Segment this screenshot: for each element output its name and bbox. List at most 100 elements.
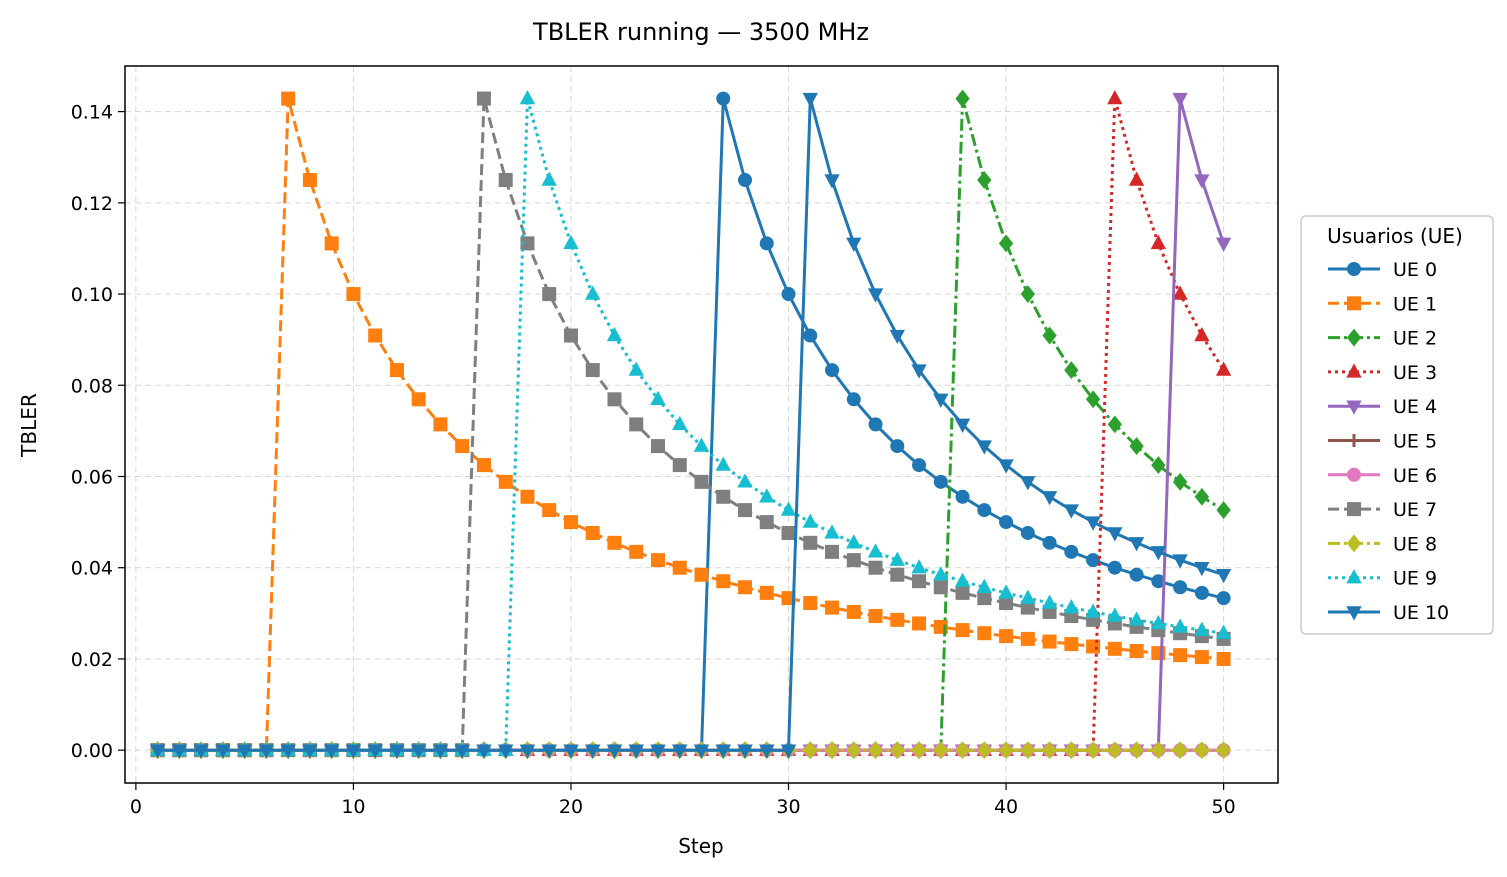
data-point xyxy=(955,585,970,600)
data-point xyxy=(1194,650,1209,665)
data-point xyxy=(1042,634,1057,649)
data-point xyxy=(1129,741,1144,760)
data-point xyxy=(1107,560,1122,575)
legend-item: UE 2 xyxy=(1328,328,1437,350)
data-point xyxy=(781,287,796,302)
data-point xyxy=(976,578,992,593)
data-point xyxy=(824,741,840,760)
data-point xyxy=(738,173,753,188)
data-point xyxy=(629,544,644,559)
data-point xyxy=(1128,537,1145,552)
series-line xyxy=(157,98,1225,752)
data-point xyxy=(933,566,949,581)
data-point xyxy=(1020,631,1035,646)
series-ue-4 xyxy=(149,92,1232,759)
data-point xyxy=(780,744,797,759)
legend-swatch-marker xyxy=(1346,363,1362,378)
data-point xyxy=(1042,535,1057,550)
data-point xyxy=(933,474,948,489)
data-point xyxy=(824,524,840,539)
legend-box xyxy=(1300,215,1494,635)
data-point xyxy=(1107,741,1122,760)
data-point xyxy=(824,174,840,189)
data-point xyxy=(716,574,731,589)
legend-item: UE 9 xyxy=(1328,568,1437,590)
data-point xyxy=(693,437,710,452)
data-point xyxy=(954,418,971,433)
data-point xyxy=(780,501,797,516)
data-point xyxy=(455,439,470,454)
series-ue-10 xyxy=(149,92,1232,759)
data-point xyxy=(542,287,557,302)
data-point xyxy=(715,744,731,759)
data-point xyxy=(737,744,753,759)
x-axis-label: Step xyxy=(678,834,724,858)
data-point xyxy=(498,474,513,489)
y-tick-label: 0.12 xyxy=(71,193,113,215)
data-point xyxy=(977,171,992,189)
data-point xyxy=(868,417,883,432)
data-point xyxy=(1086,553,1101,568)
data-point xyxy=(1173,580,1188,595)
legend-label: UE 8 xyxy=(1393,533,1437,555)
legend-swatch-marker xyxy=(1347,434,1361,447)
y-tick-label: 0.08 xyxy=(71,375,113,397)
data-point xyxy=(803,741,818,760)
series-line xyxy=(157,98,1224,752)
data-point xyxy=(1194,326,1210,342)
data-point xyxy=(1129,437,1144,456)
data-point xyxy=(694,567,709,582)
data-point xyxy=(1128,611,1145,626)
x-tick-label: 20 xyxy=(559,796,583,818)
legend-swatch-marker xyxy=(1347,467,1361,482)
data-point xyxy=(933,393,949,408)
data-point xyxy=(476,458,491,473)
data-point xyxy=(149,744,166,759)
data-point xyxy=(1020,525,1035,540)
data-point xyxy=(999,515,1014,530)
data-point xyxy=(346,287,361,302)
data-point xyxy=(1020,476,1036,491)
data-point xyxy=(1041,594,1058,609)
data-point xyxy=(476,91,491,106)
data-point xyxy=(1215,361,1232,376)
data-point xyxy=(606,744,623,759)
data-point xyxy=(889,551,905,566)
data-point xyxy=(890,612,905,627)
data-point xyxy=(1107,527,1123,542)
legend-swatch-marker xyxy=(1346,328,1362,347)
data-point xyxy=(563,234,579,250)
x-tick-label: 50 xyxy=(1212,796,1236,818)
data-point xyxy=(258,744,275,759)
y-axis-label: TBLER xyxy=(17,393,41,458)
chart-title: TBLER running — 3500 MHz xyxy=(532,18,869,46)
legend-label: UE 6 xyxy=(1393,465,1437,487)
data-point xyxy=(498,744,514,759)
legend-item: UE 8 xyxy=(1328,533,1437,555)
data-point xyxy=(867,543,884,558)
data-point xyxy=(825,544,840,559)
legend-label: UE 3 xyxy=(1393,362,1437,384)
data-point xyxy=(889,329,905,345)
data-point xyxy=(846,553,861,568)
data-point xyxy=(236,744,253,759)
data-point xyxy=(1194,741,1209,760)
data-point xyxy=(607,392,622,407)
data-point xyxy=(715,456,731,471)
legend-swatch-marker xyxy=(1346,400,1362,415)
data-point xyxy=(1041,491,1058,506)
series-line xyxy=(157,98,1224,752)
x-tick-label: 0 xyxy=(130,796,142,818)
legend-swatch-marker xyxy=(1346,569,1362,584)
x-tick-label: 40 xyxy=(994,796,1018,818)
data-point xyxy=(1172,472,1188,491)
data-point xyxy=(650,553,665,568)
data-point xyxy=(911,559,927,574)
data-point xyxy=(1194,585,1209,600)
data-point xyxy=(890,439,905,454)
legend-item: UE 6 xyxy=(1328,465,1437,487)
data-point xyxy=(476,744,492,759)
data-point xyxy=(519,90,536,105)
data-point xyxy=(650,744,666,759)
data-point xyxy=(1172,618,1188,633)
